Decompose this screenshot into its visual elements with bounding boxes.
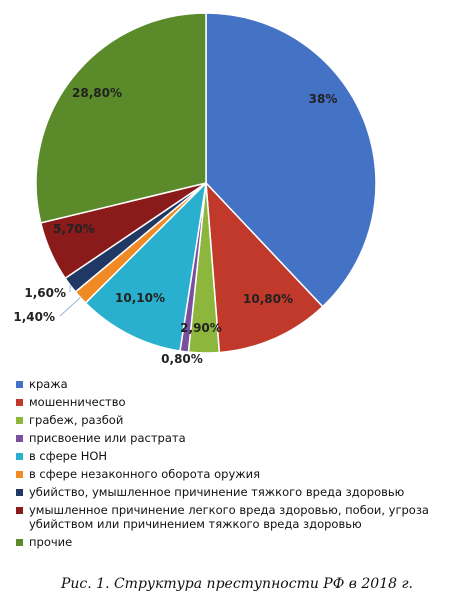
data-label: 10,80% [243, 292, 293, 306]
legend-item: присвоение или растрата [16, 431, 472, 445]
legend-label: грабеж, разбой [29, 413, 124, 427]
legend-swatch [16, 539, 23, 546]
data-label: 28,80% [72, 86, 122, 100]
legend-swatch [16, 507, 23, 514]
legend-swatch [16, 471, 23, 478]
legend-item: умышленное причинение легкого вреда здор… [16, 503, 472, 531]
legend-item: в сфере НОН [16, 449, 472, 463]
pie-slice [205, 180, 324, 354]
pie-slice [205, 12, 377, 308]
legend-item: прочие [16, 535, 472, 549]
legend-item: мошенничество [16, 395, 472, 409]
legend-item: кража [16, 377, 472, 391]
data-label: 1,40% [13, 310, 55, 324]
legend-swatch [16, 399, 23, 406]
pie-slice [84, 180, 208, 352]
leader-line [59, 297, 81, 317]
pie-chart: 38% 10,80% 2,90% 0,80% 10,10% 1,40% 1,60% 5,70%… [13, 12, 377, 366]
legend-label: умышленное причинение легкого вреда здор… [29, 503, 429, 531]
legend-label: кража [29, 377, 68, 391]
legend-label: присвоение или растрата [29, 431, 186, 445]
data-label: 38% [309, 92, 338, 106]
legend-swatch [16, 381, 23, 388]
data-label: 5,70% [53, 222, 95, 236]
data-label: 10,10% [115, 291, 165, 305]
legend-label: прочие [29, 535, 73, 549]
pie-slice [35, 12, 207, 224]
legend-label: убийство, умышленное причинение тяжкого … [29, 485, 405, 499]
legend: кража мошенничество грабеж, разбой присвоен… [16, 377, 472, 553]
data-label: 1,60% [24, 286, 66, 300]
legend-swatch [16, 489, 23, 496]
data-label: 0,80% [161, 352, 203, 366]
data-label: 2,90% [180, 321, 222, 335]
legend-label: в сфере незаконного оборота оружия [29, 467, 261, 481]
legend-label: в сфере НОН [29, 449, 108, 463]
legend-item: в сфере незаконного оборота оружия [16, 467, 472, 481]
legend-swatch [16, 453, 23, 460]
legend-item: убийство, умышленное причинение тяжкого … [16, 485, 472, 499]
legend-item: грабеж, разбой [16, 413, 472, 427]
legend-swatch [16, 417, 23, 424]
legend-label: мошенничество [29, 395, 126, 409]
figure-caption: Рис. 1. Структура преступности РФ в 2018… [60, 576, 414, 592]
legend-swatch [16, 435, 23, 442]
